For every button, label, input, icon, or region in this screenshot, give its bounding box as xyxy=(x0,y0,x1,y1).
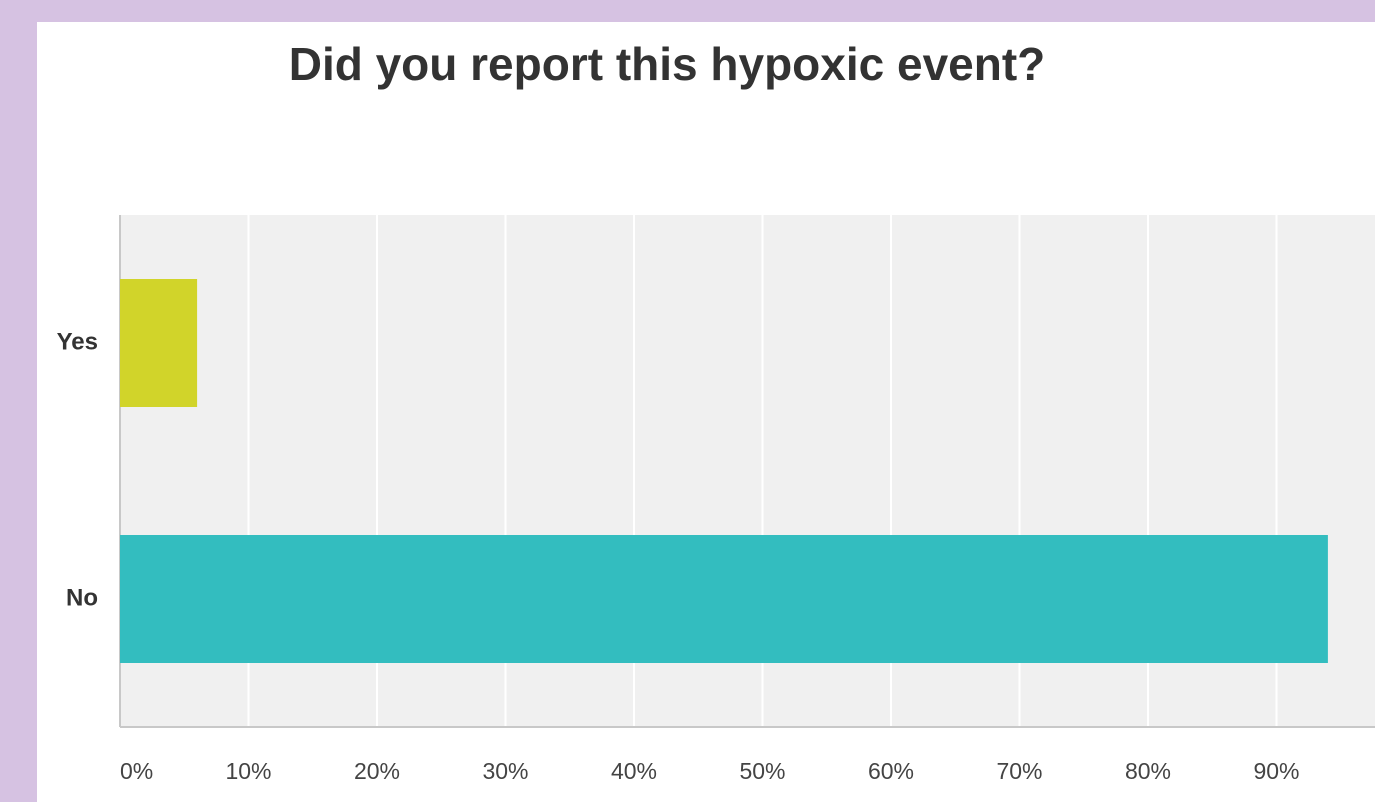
x-tick-label: 70% xyxy=(996,758,1042,784)
x-tick-label: 30% xyxy=(482,758,528,784)
x-tick-label: 90% xyxy=(1253,758,1299,784)
bar xyxy=(120,535,1328,663)
chart-title: Did you report this hypoxic event? xyxy=(289,38,1046,90)
x-tick-label: 50% xyxy=(739,758,785,784)
bar xyxy=(120,279,198,407)
x-tick-label: 20% xyxy=(354,758,400,784)
x-tick-label: 80% xyxy=(1125,758,1171,784)
x-tick-label: 40% xyxy=(611,758,657,784)
y-tick-label: No xyxy=(66,584,98,611)
x-tick-label: 10% xyxy=(225,758,271,784)
x-tick-label: 60% xyxy=(868,758,914,784)
x-tick-label: 0% xyxy=(120,758,153,784)
y-tick-label: Yes xyxy=(57,328,98,355)
